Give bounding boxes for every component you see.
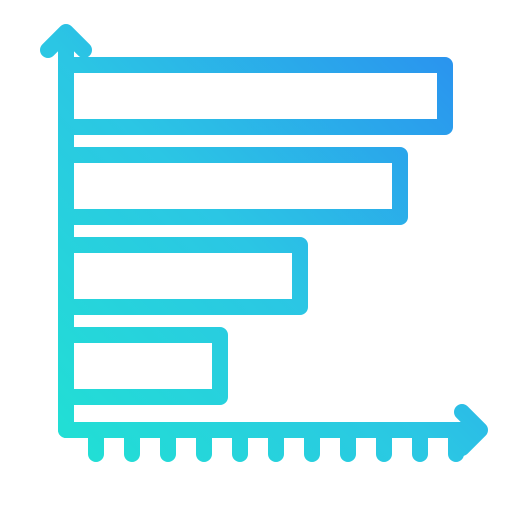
- bar-0: [66, 65, 445, 127]
- bar-2: [66, 245, 300, 307]
- bar-3: [66, 335, 220, 397]
- bar-chart-icon: [0, 0, 512, 512]
- y-axis: [48, 32, 84, 430]
- bar-1: [66, 155, 400, 217]
